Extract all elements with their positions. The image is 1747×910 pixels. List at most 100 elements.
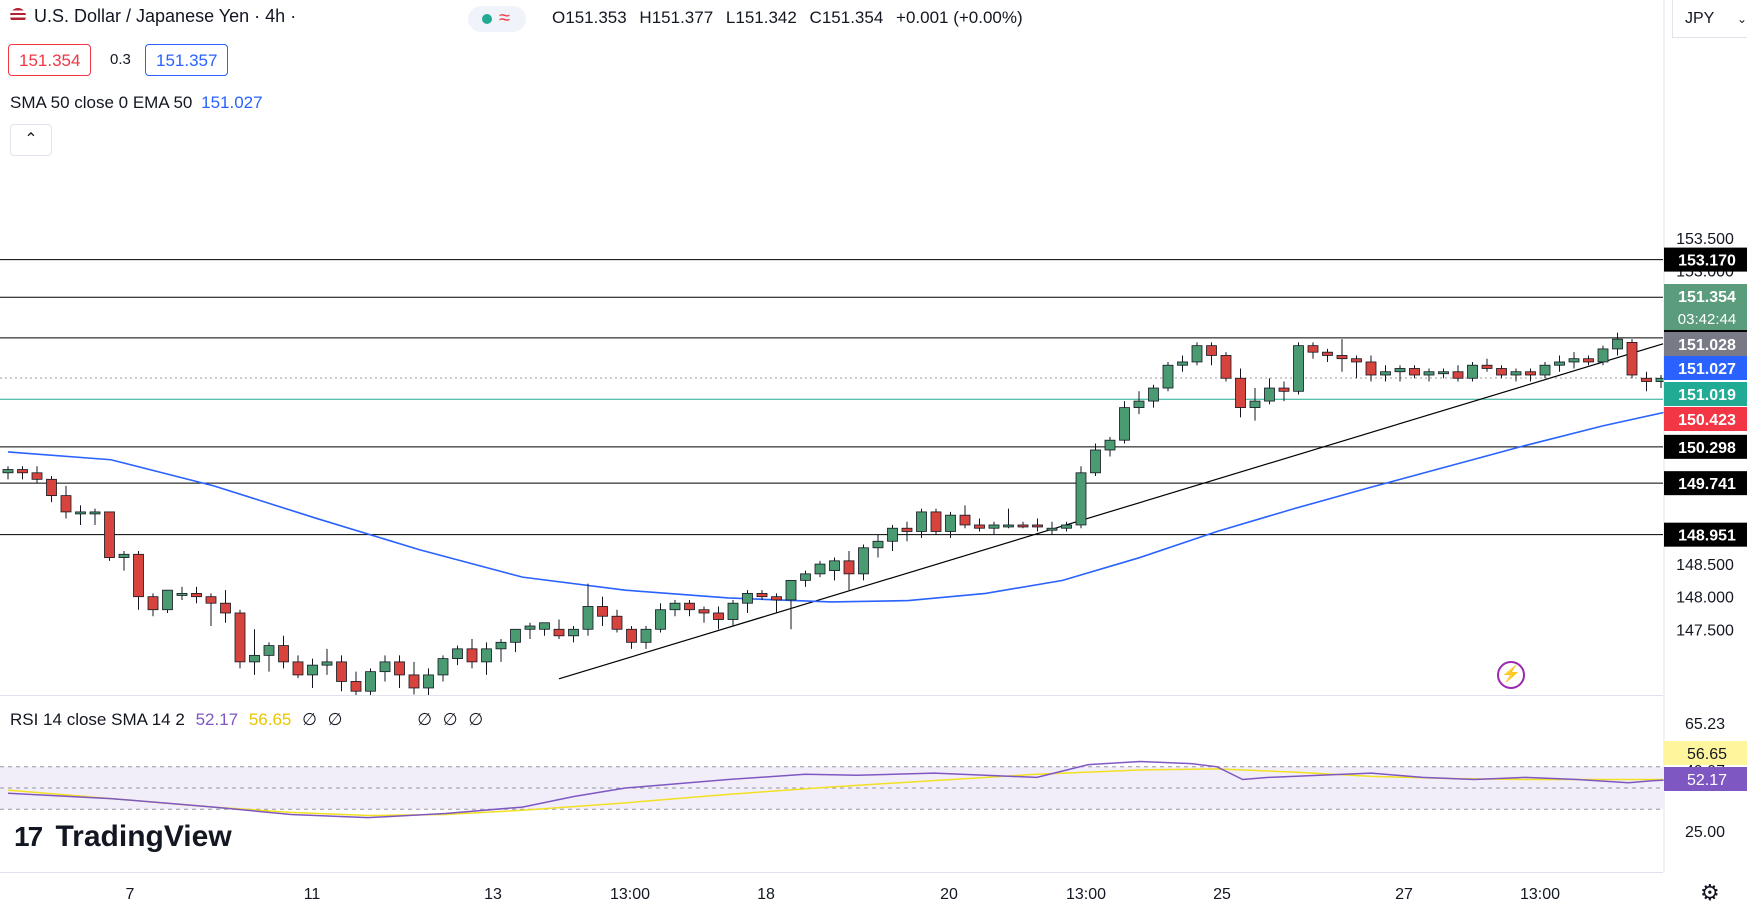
rsi-legend[interactable]: RSI 14 close SMA 14 2 52.17 56.65 ∅ ∅ ∅ …	[10, 710, 483, 730]
candle-down	[756, 593, 768, 598]
candle-up	[1539, 364, 1551, 376]
sell-button[interactable]: 151.354	[8, 44, 92, 76]
lightning-icon[interactable]: ⚡	[1497, 661, 1525, 689]
rsi-label: RSI 14 close SMA 14 2	[10, 710, 185, 729]
candles	[0, 332, 1725, 696]
rsi-sma-tag: 56.65	[1687, 746, 1727, 763]
symbol-header[interactable]: U.S. Dollar / Japanese Yen · 4h ·	[10, 6, 296, 27]
time-axis-label: 25	[1213, 886, 1231, 903]
candle-down	[1322, 351, 1333, 356]
candle-up	[1423, 371, 1435, 376]
candle-down	[1336, 355, 1348, 360]
time-axis-label: 13:00	[1520, 886, 1560, 903]
candle-up	[1133, 400, 1145, 409]
price-tag-label: 150.423	[1678, 412, 1736, 429]
candle-up	[75, 511, 86, 515]
candle-up	[1162, 364, 1174, 389]
candle-down	[17, 469, 28, 474]
candle-up	[568, 628, 579, 637]
candle-up	[1264, 387, 1275, 402]
candle-down	[1525, 371, 1536, 376]
price-tag-label: 151.354	[1678, 289, 1736, 306]
tradingview-logo[interactable]: 17 TradingView	[14, 820, 232, 854]
ema-50-line	[7, 399, 1747, 603]
price-axis-label: 148.000	[1676, 590, 1734, 607]
candle-up	[1046, 527, 1058, 531]
candle-up	[640, 628, 652, 643]
live-dot-icon	[482, 14, 492, 24]
separator: ·	[290, 6, 297, 26]
candle-up	[524, 625, 536, 630]
candle-up	[437, 658, 449, 676]
candle-up	[452, 648, 463, 660]
price-tag-bg	[1664, 332, 1747, 356]
indicator-legend[interactable]: SMA 50 close 0 EMA 50 151.027	[10, 93, 263, 113]
candle-down	[350, 681, 362, 692]
candle-up	[872, 540, 884, 549]
settings-gear-icon[interactable]: ⚙	[1700, 880, 1720, 905]
rsi-empty: ∅	[468, 710, 484, 729]
chevron-down-icon: ⌄	[1736, 12, 1747, 26]
candle-up	[1597, 348, 1609, 363]
candle-up	[89, 511, 101, 515]
time-axis-label: 13:00	[610, 886, 650, 903]
candle-up	[916, 511, 927, 532]
candle-down	[278, 645, 289, 663]
candle-down	[1626, 342, 1638, 376]
candle-up	[379, 661, 391, 673]
candle-up	[1612, 338, 1623, 350]
price-tag-bg	[1664, 471, 1747, 496]
live-toggle[interactable]: ≈	[468, 6, 526, 32]
candle-down	[1409, 368, 1420, 376]
time-axis-label: 20	[940, 886, 958, 903]
time-axis-label: 13:00	[1066, 886, 1106, 903]
tv-logo-icon: 17	[14, 821, 43, 852]
separator: ·	[254, 6, 261, 26]
candle-down	[1235, 377, 1246, 409]
candle-up	[829, 560, 840, 572]
price-tag-label: 151.027	[1678, 361, 1736, 378]
candle-up	[1075, 472, 1087, 526]
ohlc-high: H151.377	[639, 8, 714, 27]
symbol-name: U.S. Dollar / Japanese Yen	[34, 6, 250, 26]
candle-up	[1438, 371, 1449, 375]
chevron-up-icon: ⌃	[24, 131, 38, 148]
rsi-tag-bg	[1664, 767, 1747, 791]
candle-down	[408, 674, 420, 689]
currency-selector[interactable]: JPY ⌄	[1672, 0, 1747, 38]
candle-up	[1191, 345, 1203, 363]
candle-down	[611, 615, 623, 630]
rsi-empty: ∅	[442, 710, 458, 729]
candle-up	[1510, 371, 1522, 376]
price-axis-label: 148.500	[1676, 557, 1734, 574]
price-tag-bg	[1664, 434, 1747, 459]
candle-up	[249, 654, 260, 663]
candle-up	[2, 469, 14, 474]
ohlc-low: L151.342	[725, 8, 797, 27]
time-axis-label: 27	[1395, 886, 1413, 903]
candle-up	[118, 553, 130, 558]
price-tag-bg	[1664, 407, 1747, 431]
candle-down	[1365, 361, 1377, 376]
indicator-value: 151.027	[201, 93, 263, 112]
collapse-legend-button[interactable]: ⌃	[10, 124, 52, 156]
ohlc-open: O151.353	[552, 8, 627, 27]
price-tag-bg	[1664, 284, 1747, 330]
candle-down	[698, 609, 710, 614]
candle-up	[814, 563, 826, 575]
candle-up	[510, 628, 521, 643]
pane-separator	[0, 695, 1663, 696]
buy-button[interactable]: 151.357	[145, 44, 229, 76]
candle-up	[1061, 524, 1072, 529]
candle-down	[1583, 358, 1594, 363]
candle-up	[263, 645, 275, 656]
candle-up	[1380, 371, 1391, 376]
candle-down	[597, 606, 608, 617]
candle-down	[1206, 345, 1217, 356]
price-tag-bg	[1664, 247, 1747, 272]
rsi-axis-label: 65.23	[1685, 716, 1725, 733]
rsi-axis-label: 25.00	[1685, 824, 1725, 841]
candle-up	[1249, 400, 1261, 409]
candle-down	[1351, 358, 1362, 363]
